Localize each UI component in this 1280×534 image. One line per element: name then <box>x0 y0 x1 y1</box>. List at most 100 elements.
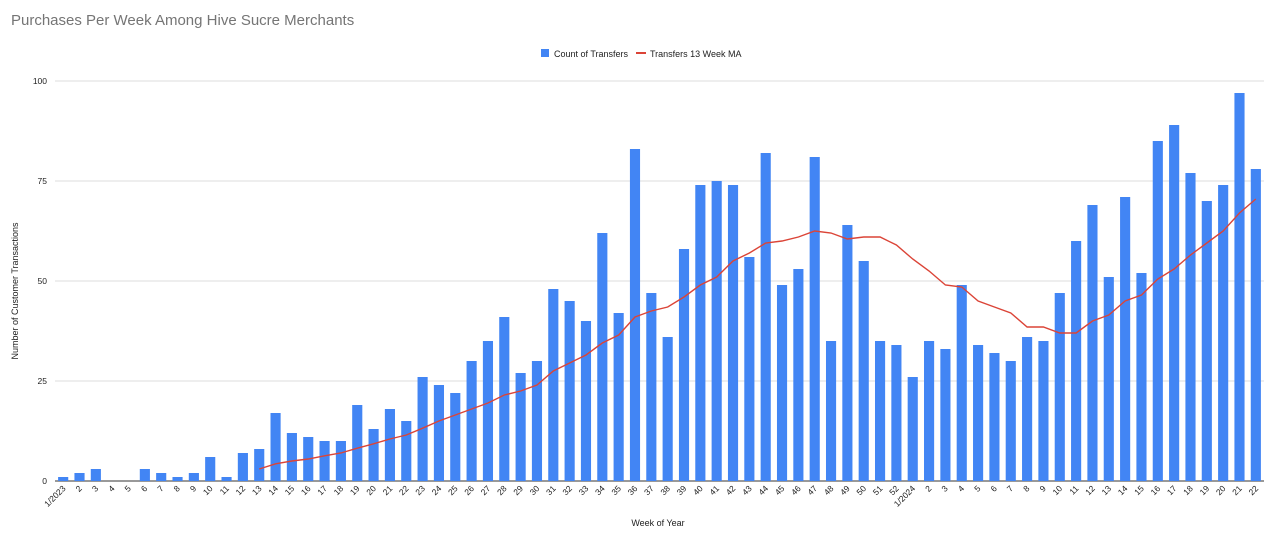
x-tick-label: 36 <box>626 483 640 497</box>
x-tick-label: 39 <box>675 483 689 497</box>
bar <box>793 269 804 481</box>
bar <box>842 225 853 481</box>
bar <box>1087 205 1098 481</box>
bar <box>695 185 706 481</box>
bar <box>858 261 869 481</box>
bar <box>368 429 379 481</box>
x-tick-label: 2 <box>923 483 934 494</box>
x-tick-label: 13 <box>250 483 264 497</box>
x-tick-label: 9 <box>188 483 199 494</box>
bar <box>1136 273 1147 481</box>
legend-label-ma-line: Transfers 13 Week MA <box>650 49 742 59</box>
x-tick-label: 3 <box>90 483 101 494</box>
x-tick-label: 17 <box>315 483 329 497</box>
x-tick-label: 15 <box>1132 483 1146 497</box>
x-tick-label: 27 <box>479 483 493 497</box>
bar <box>1185 173 1196 481</box>
y-axis-title: Number of Customer Transactions <box>10 222 20 360</box>
bar <box>809 157 820 481</box>
x-tick-label: 28 <box>495 483 509 497</box>
bar <box>499 317 510 481</box>
x-tick-label: 23 <box>413 483 427 497</box>
bar <box>940 349 951 481</box>
bar <box>188 473 199 481</box>
bar <box>466 361 477 481</box>
bar <box>907 377 918 481</box>
bar <box>874 341 886 481</box>
x-tick-label: 22 <box>397 483 411 497</box>
bar <box>1234 93 1245 481</box>
bar <box>156 473 167 481</box>
x-tick-label: 2 <box>74 483 85 494</box>
legend-swatch-ma-line <box>636 52 646 54</box>
x-tick-label: 9 <box>1037 483 1048 494</box>
bar <box>1038 341 1049 481</box>
y-tick-label: 25 <box>38 376 48 386</box>
chart-title: Purchases Per Week Among Hive Sucre Merc… <box>11 12 355 29</box>
x-tick-label: 14 <box>1116 483 1130 497</box>
x-tick-label: 8 <box>172 483 183 494</box>
x-tick-label: 12 <box>1083 483 1097 497</box>
y-tick-label: 100 <box>33 76 47 86</box>
bar <box>1201 201 1212 481</box>
x-tick-label: 33 <box>577 483 591 497</box>
x-tick-label: 34 <box>593 483 607 497</box>
bar <box>1054 293 1065 481</box>
x-tick-label: 18 <box>1181 483 1195 497</box>
x-tick-label: 35 <box>609 483 623 497</box>
bar <box>58 477 69 481</box>
bar <box>613 313 624 481</box>
bar <box>744 257 755 481</box>
x-tick-label: 7 <box>1005 483 1016 494</box>
x-tick-label: 11 <box>1067 483 1081 497</box>
x-tick-label: 18 <box>332 483 346 497</box>
bar <box>662 337 673 481</box>
y-tick-label: 75 <box>38 176 48 186</box>
bar <box>237 453 248 481</box>
bar <box>531 361 543 481</box>
x-tick-label: 3 <box>939 483 950 494</box>
bar <box>1250 169 1261 481</box>
x-tick-label: 38 <box>658 483 672 497</box>
legend-label-count-of-transfers: Count of Transfers <box>554 49 629 59</box>
x-tick-label: 48 <box>822 483 836 497</box>
x-tick-label: 4 <box>106 483 117 494</box>
bar <box>482 341 494 481</box>
bar <box>1071 241 1082 481</box>
bar <box>776 285 788 481</box>
bar <box>1169 125 1180 481</box>
x-tick-label: 25 <box>446 483 460 497</box>
bar <box>1218 185 1229 481</box>
y-tick-label: 50 <box>38 276 48 286</box>
bar <box>597 233 608 481</box>
ma-line-path <box>258 198 1257 470</box>
x-tick-label: 14 <box>266 483 280 497</box>
bar <box>270 413 281 481</box>
bar <box>891 345 902 481</box>
x-tick-label: 5 <box>972 483 983 494</box>
x-tick-label: 26 <box>462 483 476 497</box>
bar <box>1005 361 1016 481</box>
x-tick-label: 16 <box>1148 483 1162 497</box>
x-tick-label: 19 <box>348 483 362 497</box>
bar <box>401 421 412 481</box>
bar <box>1022 337 1033 481</box>
bar <box>335 441 346 481</box>
x-tick-label: 45 <box>773 483 787 497</box>
x-tick-label: 44 <box>756 483 770 497</box>
bar <box>678 249 690 481</box>
x-tick-label: 8 <box>1021 483 1032 494</box>
y-tick-label: 0 <box>42 476 47 486</box>
x-tick-label: 11 <box>218 483 232 497</box>
gridlines <box>55 80 1264 482</box>
x-tick-label: 6 <box>988 483 999 494</box>
x-tick-label: 47 <box>805 483 819 497</box>
x-tick-label: 13 <box>1099 483 1113 497</box>
x-tick-label: 30 <box>528 483 542 497</box>
x-tick-label: 43 <box>740 483 754 497</box>
bar <box>352 405 363 481</box>
x-tick-label: 19 <box>1197 483 1211 497</box>
x-tick-label: 10 <box>1050 483 1064 497</box>
bar <box>139 469 150 481</box>
bar <box>1152 141 1163 481</box>
